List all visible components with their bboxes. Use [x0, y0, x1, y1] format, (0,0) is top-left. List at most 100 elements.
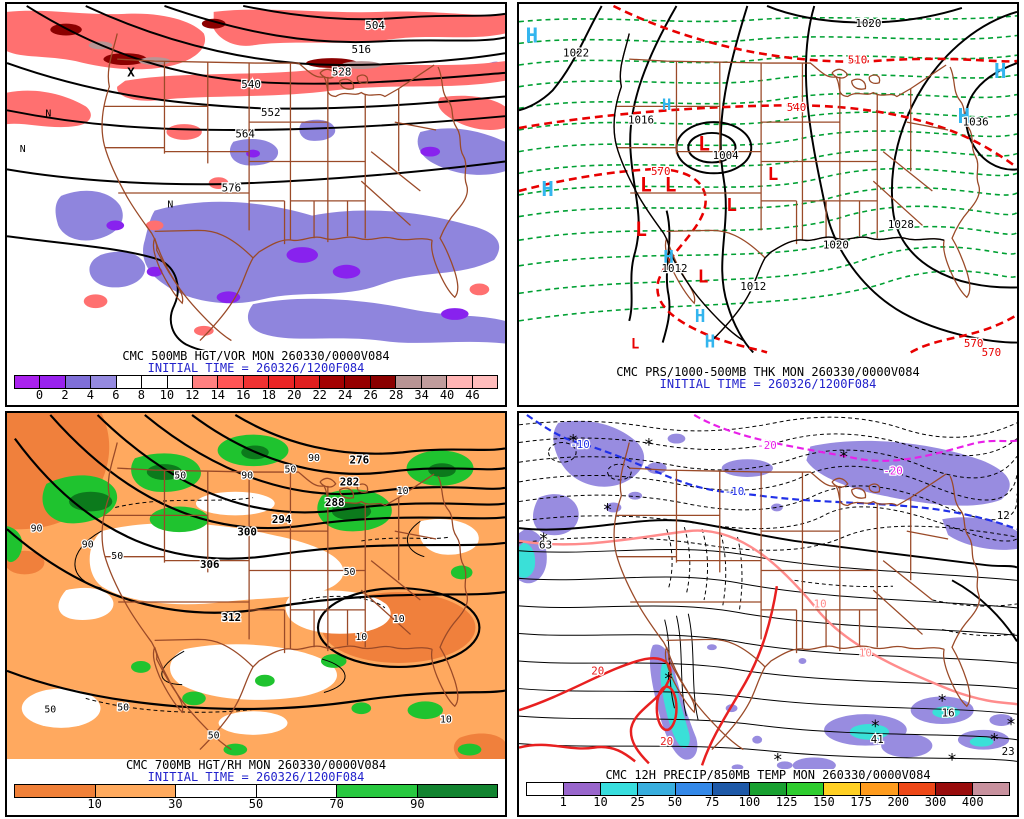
height-contour-label: 516 — [352, 43, 372, 56]
rh-label: 50 — [117, 703, 129, 714]
height-contour-label: 528 — [332, 65, 352, 78]
height-contours — [7, 5, 505, 351]
height-contour-label: 552 — [261, 106, 281, 119]
colorbar-tick-label: 34 — [414, 388, 429, 403]
colorbar-segment — [447, 376, 473, 389]
colorbar-segment — [417, 785, 497, 798]
rh-label: 50 — [44, 705, 56, 716]
colorbar-segment — [861, 783, 899, 796]
map-labels-700mb: 276 282 288 294 300 306 312 90 90 50 50 50 90 10 50 10 5… — [29, 452, 453, 743]
colorbar-tick-label: 30 — [168, 797, 183, 812]
height-contour-label: 294 — [272, 513, 292, 526]
colorbar-tick-label: 10 — [593, 795, 608, 810]
colorbar-tick-label: 12 — [185, 388, 200, 403]
map-700mb-hgt-rh: 276 282 288 294 300 306 312 90 90 50 50 50 90 10 50 10 5… — [7, 413, 505, 760]
colorbar-tick-label: 90 — [410, 797, 425, 812]
colorbar-tick-label: 0 — [35, 388, 44, 403]
height-contour-label: 306 — [200, 558, 220, 571]
colorbar-segment — [396, 376, 422, 389]
low-pressure-symbol: L — [635, 218, 647, 241]
height-contour-label: 504 — [365, 19, 385, 32]
colorbar-tick-label: 20 — [286, 388, 302, 403]
rh-label: 10 — [397, 486, 409, 497]
high-pressure-symbol: H — [662, 95, 671, 114]
marker: N — [45, 109, 51, 120]
colorbar-tick-label: 26 — [363, 388, 378, 403]
rh-label: 50 — [208, 730, 220, 741]
colorbar-segment — [218, 376, 244, 389]
minus-twenty-line — [693, 414, 1017, 462]
caption: CMC 12H PRECIP/850MB TEMP MON 260330/000… — [519, 769, 1017, 781]
height-contour-label: 576 — [222, 182, 242, 195]
caption: CMC 700MB HGT/RH MON 260330/0000V084 INI… — [7, 759, 505, 783]
colorbar-tick-label: 4 — [86, 388, 95, 403]
pressure-label: 1022 — [563, 47, 589, 60]
colorbar-tick-label: 150 — [813, 795, 835, 810]
colorbar-segment — [675, 783, 713, 796]
colorbar-segment — [65, 376, 92, 389]
above-zero-temp-contours — [519, 548, 1017, 762]
caption: CMC 500MB HGT/VOR MON 260330/0000V084 IN… — [7, 350, 505, 374]
colorbar-tick-label: 2 — [61, 388, 69, 403]
thickness-label: 570 — [964, 337, 984, 350]
initial-time: INITIAL TIME = 260326/1200F084 — [659, 377, 877, 392]
thickness-label: 570 — [982, 346, 1002, 359]
temp-contour-label: -20 — [757, 439, 777, 452]
height-contour-label: 540 — [241, 78, 261, 91]
colorbar-segment — [564, 783, 602, 796]
snow-symbol: * — [989, 730, 999, 750]
colorbar-segment — [638, 783, 676, 796]
colorbar-segment — [142, 376, 168, 389]
panel-title: CMC PRS/1000-500MB THK MON 260330/0000V0… — [616, 365, 920, 380]
zero-degree-line-se — [951, 579, 1017, 642]
colorbar-tick-label: 70 — [329, 797, 344, 812]
pressure-label: 1004 — [713, 149, 739, 162]
precip-amount-label: 63 — [539, 538, 552, 551]
colorbar-segment — [15, 785, 96, 798]
colorbar-tick-label: 300 — [924, 795, 947, 810]
colorbar-segment — [337, 785, 418, 798]
colorbar-segment — [787, 783, 825, 796]
panel-title: CMC 700MB HGT/RH MON 260330/0000V084 — [125, 758, 387, 773]
colorbar-tick-label: 40 — [439, 388, 455, 403]
high-pressure-symbol: H — [705, 333, 716, 353]
colorbar-segment — [15, 376, 41, 389]
height-contour-label: 312 — [222, 611, 242, 624]
snow-symbol: * — [644, 434, 654, 454]
temp-contour-label: 10 — [859, 647, 872, 660]
colorbar-segment — [320, 376, 346, 389]
colorbar-segment — [294, 376, 321, 389]
thickness-contours-red — [519, 4, 1017, 354]
low-pressure-symbol: L — [631, 337, 639, 353]
colorbar-segment — [972, 783, 1010, 796]
colorbar-tick-label: 200 — [887, 795, 910, 810]
thickness-label: 570 — [651, 165, 671, 178]
panel-precip-850temp: -20 -20 -10 -10 10 10 20 20 12 63 41 16 23 * * * * * * * * * *… — [512, 409, 1024, 819]
low-pressure-symbol: L — [640, 174, 652, 197]
panel-title: CMC 12H PRECIP/850MB TEMP MON 260330/000… — [605, 768, 931, 783]
colorbar-segment — [256, 785, 337, 798]
colorbar-segment — [40, 376, 66, 389]
rh-label: 10 — [355, 632, 367, 643]
pressure-label: 1036 — [963, 116, 989, 129]
panel-border-box: -20 -20 -10 -10 10 10 20 20 12 63 41 16 23 * * * * * * * * * *… — [517, 411, 1019, 817]
colorbar-segment — [824, 783, 862, 796]
rh-label: 50 — [285, 465, 297, 476]
zero-degree-line — [519, 519, 1017, 569]
low-pressure-symbol: L — [665, 174, 677, 197]
low-pressure-symbol: L — [698, 268, 709, 288]
snow-symbol: * — [568, 431, 578, 451]
temp-contour-label: -20 — [883, 465, 903, 478]
colorbar-segment — [472, 376, 498, 389]
snow-symbol: * — [539, 529, 549, 549]
colorbar-tick-label: 400 — [961, 795, 984, 810]
colorbar-tick-label: 8 — [137, 388, 145, 403]
temp-contour-label: 10 — [814, 597, 827, 610]
colorbar-tick-label: 50 — [667, 795, 683, 810]
marker: N — [20, 144, 26, 155]
height-contour-label: 564 — [235, 127, 255, 140]
